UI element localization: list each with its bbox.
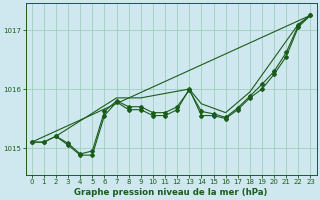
X-axis label: Graphe pression niveau de la mer (hPa): Graphe pression niveau de la mer (hPa) <box>74 188 268 197</box>
